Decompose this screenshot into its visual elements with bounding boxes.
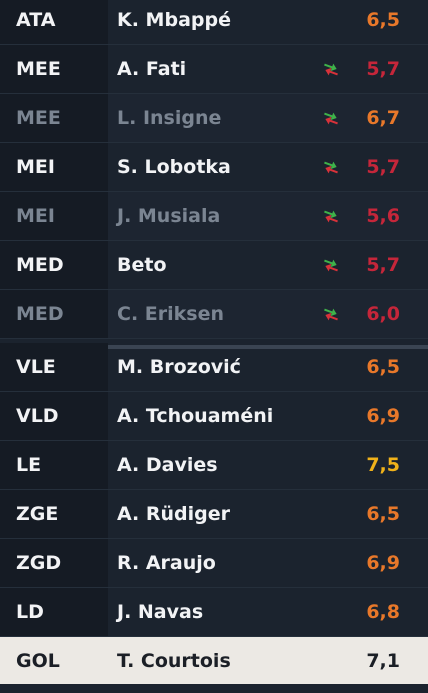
position-cell [0,441,108,489]
player-name: M. Brozović [117,356,241,378]
player-row[interactable]: VLE M. Brozović 6,5 [0,343,428,392]
position-cell [0,490,108,538]
player-rating: 6,7 [366,107,400,129]
position-cell [0,241,108,289]
player-name: J. Musiala [117,205,221,227]
player-rating: 6,5 [366,9,400,31]
substitution-icon [324,210,338,223]
player-row[interactable]: MEE A. Fati 5,7 [0,45,428,94]
player-row[interactable]: LE A. Davies 7,5 [0,441,428,490]
player-name: Beto [117,254,167,276]
list-divider [0,345,428,349]
player-name: T. Courtois [117,650,231,672]
player-rating: 6,5 [366,356,400,378]
player-position: ZGE [16,503,59,525]
position-cell [0,392,108,440]
position-cell [0,192,108,240]
position-cell [0,588,108,636]
player-position: MEE [16,58,61,80]
position-cell [0,45,108,93]
player-name: A. Davies [117,454,218,476]
substitution-icon [324,112,338,125]
player-position: LD [16,601,44,623]
position-cell [0,94,108,142]
player-position: VLE [16,356,56,378]
position-cell [0,343,108,391]
player-rating: 5,6 [366,205,400,227]
player-row[interactable]: MEI S. Lobotka 5,7 [0,143,428,192]
position-cell [0,539,108,587]
player-position: MED [16,303,64,325]
player-rating: 6,9 [366,552,400,574]
player-position: MED [16,254,64,276]
player-row[interactable]: MED Beto 5,7 [0,241,428,290]
player-rating: 5,7 [366,58,400,80]
position-cell [0,290,108,338]
player-position: LE [16,454,42,476]
player-row[interactable]: LD J. Navas 6,8 [0,588,428,637]
player-name: A. Rüdiger [117,503,231,525]
player-name: C. Eriksen [117,303,224,325]
player-name: A. Fati [117,58,187,80]
player-name: A. Tchouaméni [117,405,274,427]
player-rating: 6,8 [366,601,400,623]
player-row[interactable]: GOL T. Courtois 7,1 [0,637,428,684]
player-rating: 7,5 [366,454,400,476]
player-name: K. Mbappé [117,9,231,31]
player-position: MEI [16,205,55,227]
position-cell [0,637,108,684]
player-rating: 7,1 [366,650,400,672]
player-rating: 5,7 [366,254,400,276]
player-row[interactable]: ATA K. Mbappé 6,5 [0,0,428,45]
player-rating: 6,5 [366,503,400,525]
player-row[interactable]: VLD A. Tchouaméni 6,9 [0,392,428,441]
player-position: MEI [16,156,55,178]
player-name: R. Araujo [117,552,216,574]
player-rating: 5,7 [366,156,400,178]
player-position: ZGD [16,552,62,574]
player-row[interactable]: MEE L. Insigne 6,7 [0,94,428,143]
position-cell [0,0,108,44]
player-position: VLD [16,405,59,427]
position-cell [0,143,108,191]
player-row[interactable]: MED C. Eriksen 6,0 [0,290,428,339]
substitution-icon [324,63,338,76]
player-name: L. Insigne [117,107,222,129]
player-row[interactable]: MEI J. Musiala 5,6 [0,192,428,241]
player-position: MEE [16,107,61,129]
substitution-icon [324,161,338,174]
player-rating: 6,0 [366,303,400,325]
player-row[interactable]: ZGE A. Rüdiger 6,5 [0,490,428,539]
player-name: S. Lobotka [117,156,231,178]
player-position: ATA [16,9,56,31]
player-rating: 6,9 [366,405,400,427]
player-position: GOL [16,650,60,672]
player-row[interactable]: ZGD R. Araujo 6,9 [0,539,428,588]
substitution-icon [324,308,338,321]
player-name: J. Navas [117,601,204,623]
substitution-icon [324,259,338,272]
